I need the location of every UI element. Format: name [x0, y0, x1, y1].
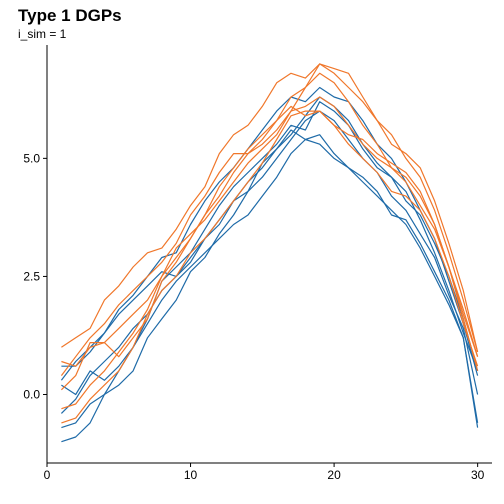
series-line-orange-11: [60, 63, 479, 376]
series-line-orange-9: [60, 96, 479, 391]
y-tick-label: 0.0: [23, 388, 40, 402]
series-line-blue-2: [61, 129, 479, 429]
series-line-orange-8: [61, 105, 479, 410]
series-line-blue-6: [60, 86, 479, 381]
y-tick-label: 2.5: [23, 269, 40, 283]
series-line-blue-3: [60, 110, 479, 414]
x-tick-label: 0: [44, 468, 51, 482]
chart-title: Type 1 DGPs: [18, 6, 122, 25]
series-line-orange-10: [61, 72, 479, 367]
x-tick-label: 10: [184, 468, 198, 482]
x-tick-label: 20: [327, 468, 341, 482]
chart-subtitle: i_sim = 1: [18, 27, 67, 41]
x-tick-label: 30: [471, 468, 485, 482]
y-tick-label: 5.0: [23, 151, 40, 165]
series-line-blue-5: [61, 96, 479, 372]
series-line-orange-7: [61, 110, 479, 424]
plot-lines: [60, 63, 479, 443]
axes: 0 10 20 30 0.0 2.5 5.0: [23, 45, 492, 482]
series-line-orange-12: [61, 63, 479, 353]
